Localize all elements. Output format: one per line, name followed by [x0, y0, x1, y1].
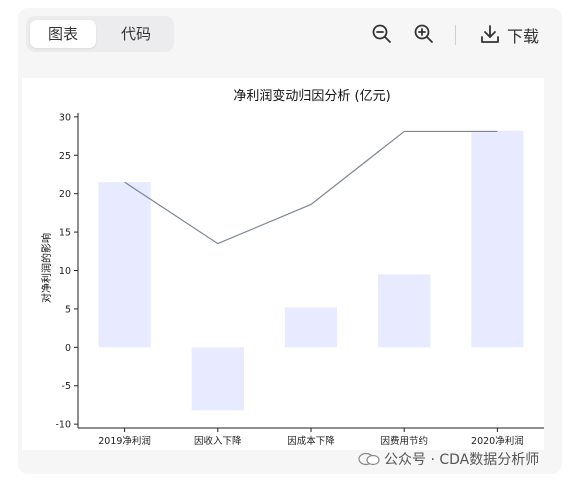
- y-tick-label: 0: [65, 343, 71, 354]
- bar-1: [98, 182, 151, 348]
- toolbar-divider: [455, 25, 456, 45]
- bar-4: [378, 274, 431, 348]
- view-toggle: 图表 代码: [26, 16, 174, 52]
- y-tick-label: 15: [59, 228, 71, 239]
- bar-3: [284, 307, 338, 348]
- zoom-out-icon[interactable]: [370, 22, 394, 46]
- x-tick-label: 2019净利润: [98, 435, 151, 447]
- zoom-in-icon[interactable]: [412, 22, 436, 46]
- y-tick-label: -10: [55, 420, 71, 431]
- y-tick-label: 5: [65, 304, 71, 315]
- y-tick-label: 10: [59, 266, 71, 277]
- bar-5: [471, 130, 524, 348]
- bar-2: [191, 347, 244, 411]
- y-tick-label: 25: [59, 151, 71, 162]
- y-axis-label: 对净利润的影响: [40, 233, 53, 303]
- download-icon[interactable]: [478, 22, 502, 46]
- chart-title: 净利润变动归因分析 (亿元): [233, 88, 390, 104]
- cumulative-line: [124, 130, 498, 245]
- y-tick-label: 30: [59, 112, 71, 123]
- x-tick-label: 2020净利润: [471, 435, 524, 447]
- y-tick-label: 20: [59, 189, 71, 200]
- x-tick-label: 因费用节约: [380, 435, 428, 447]
- y-tick-label: -5: [62, 381, 71, 392]
- chart-area: 净利润变动归因分析 (亿元) 对净利润的影响 30 25 20 15 10 5 0 -5 -10…: [22, 78, 544, 450]
- download-label[interactable]: 下载: [507, 27, 540, 46]
- x-tick-label: 因收入下降: [194, 435, 242, 447]
- tab-code[interactable]: 代码: [120, 25, 151, 43]
- tab-chart[interactable]: 图表: [30, 20, 96, 48]
- wechat-icon: [358, 452, 380, 466]
- waterfall-chart: 净利润变动归因分析 (亿元) 对净利润的影响 30 25 20 15 10 5 0 -5 -10…: [40, 88, 544, 447]
- x-tick-label: 因成本下降: [287, 435, 335, 447]
- watermark-text: 公众号 · CDA数据分析师: [384, 452, 540, 468]
- watermark: 公众号 · CDA数据分析师: [358, 449, 539, 469]
